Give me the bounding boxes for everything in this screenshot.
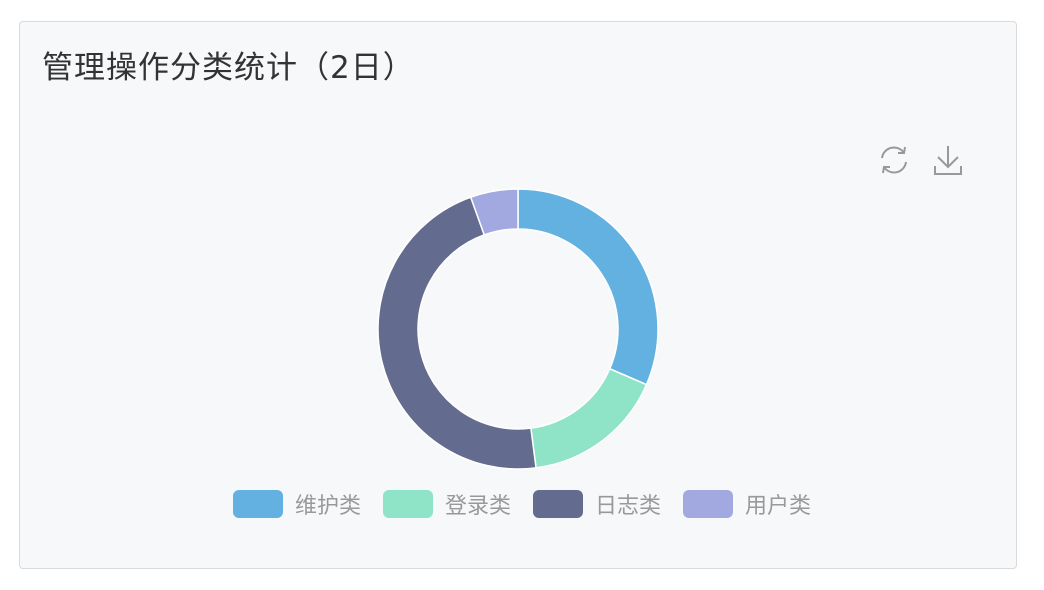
legend-label: 登录类 xyxy=(444,494,511,519)
chart-card xyxy=(19,21,1017,569)
legend-swatch xyxy=(683,490,734,518)
chart-title: 管理操作分类统计（2日） xyxy=(42,50,415,86)
download-icon[interactable] xyxy=(930,142,966,178)
legend-label: 用户类 xyxy=(745,494,812,519)
legend-swatch xyxy=(232,490,283,518)
legend-label: 维护类 xyxy=(294,494,361,519)
slice-3[interactable] xyxy=(377,196,537,470)
slice-2[interactable] xyxy=(530,367,648,469)
legend-label: 日志类 xyxy=(595,494,662,519)
legend-swatch xyxy=(382,490,433,518)
legend-item[interactable]: 用户类 xyxy=(683,488,811,520)
legend-item[interactable]: 日志类 xyxy=(533,488,661,520)
legend: 维护类 登录类 日志类 用户类 xyxy=(0,488,1044,520)
slice-1[interactable] xyxy=(517,188,659,386)
refresh-icon[interactable] xyxy=(876,142,912,178)
legend-item[interactable]: 登录类 xyxy=(382,488,511,520)
slice-4[interactable] xyxy=(469,188,519,236)
legend-swatch xyxy=(533,490,583,518)
legend-item[interactable]: 维护类 xyxy=(232,488,361,520)
